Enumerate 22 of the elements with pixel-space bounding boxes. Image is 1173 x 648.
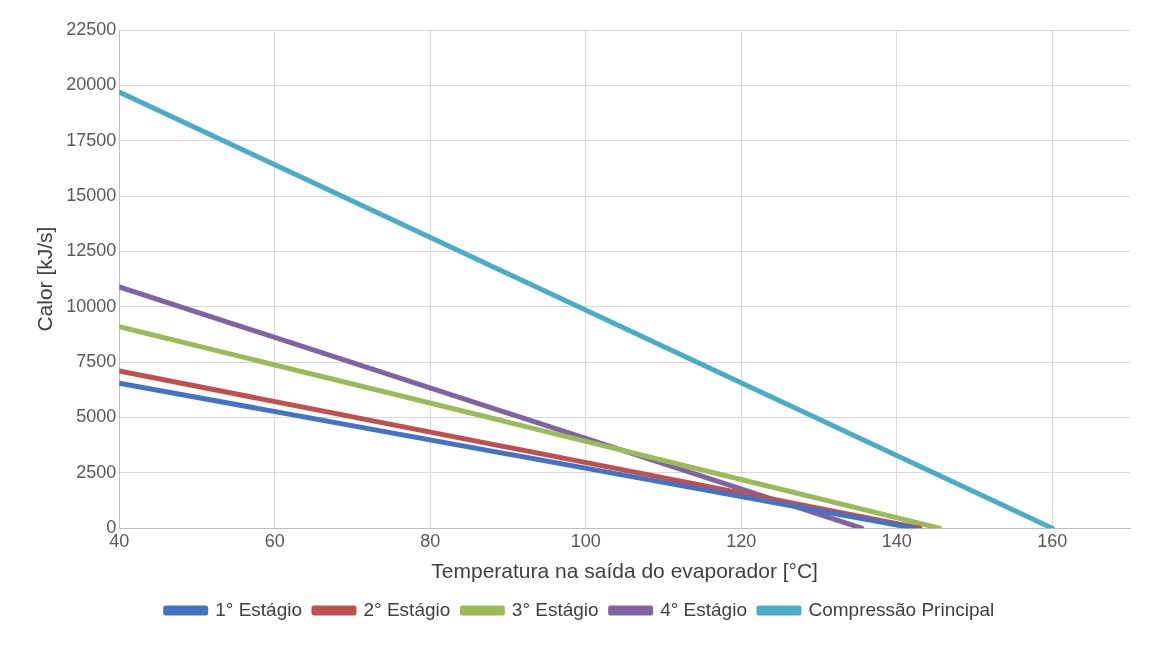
- legend-label: 1° Estágio: [215, 598, 303, 620]
- y-axis-title: Calor [kJ/s]: [33, 226, 57, 332]
- legend-label: 4° Estágio: [660, 598, 747, 620]
- y-tick-label: 7500: [76, 351, 117, 372]
- x-axis-title: Temperatura na saída do evaporador [°C]: [431, 559, 818, 583]
- y-tick-label: 20000: [66, 74, 117, 95]
- x-tick-label: 60: [264, 530, 285, 551]
- legend-label: Compressão Principal: [808, 598, 995, 620]
- y-tick-label: 10000: [66, 295, 117, 316]
- legend-label: 2° Estágio: [363, 598, 451, 620]
- y-tick-label: 2500: [76, 461, 117, 482]
- legend-label: 3° Estágio: [511, 598, 599, 620]
- x-tick-label: 160: [1037, 530, 1068, 551]
- y-tick-label: 5000: [76, 406, 117, 427]
- x-tick-label: 80: [420, 530, 441, 551]
- y-tick-label: 12500: [66, 240, 117, 261]
- y-tick-label: 17500: [66, 129, 117, 150]
- x-tick-label: 120: [726, 530, 757, 551]
- x-tick-label: 100: [570, 530, 601, 551]
- y-tick-label: 15000: [66, 185, 117, 206]
- y-tick-label: 22500: [66, 18, 117, 39]
- x-tick-label: 140: [881, 530, 912, 551]
